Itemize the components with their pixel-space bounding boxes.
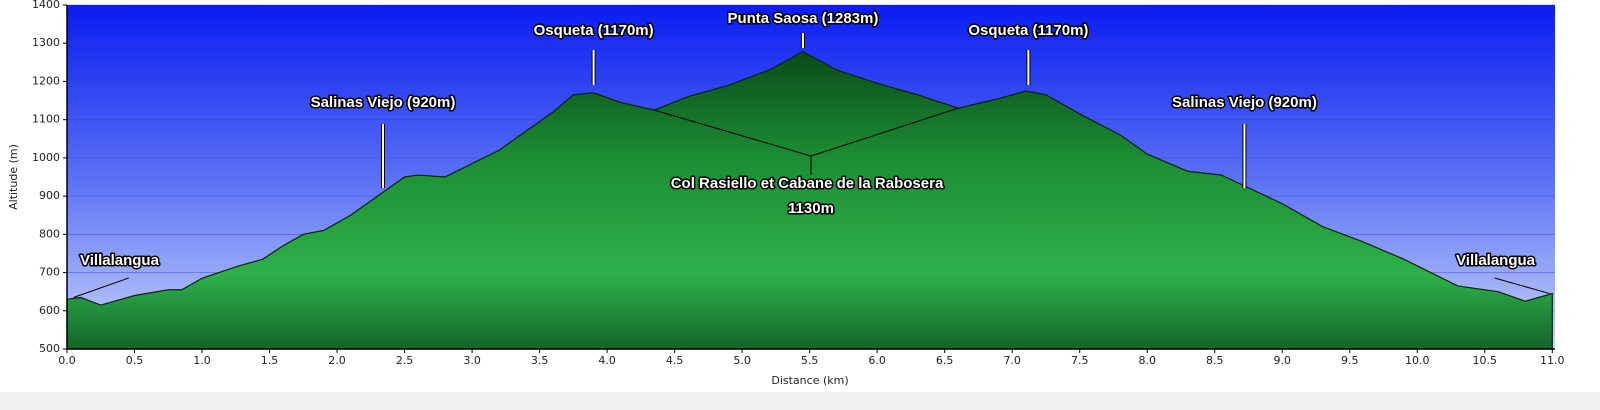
annotation: Col Rasiello et Cabane de la Rabosera bbox=[671, 175, 944, 192]
y-tick-label: 600 bbox=[39, 304, 60, 317]
y-tick-label: 1100 bbox=[32, 113, 60, 126]
x-tick-label: 4.5 bbox=[666, 354, 684, 367]
x-tick-label: 7.5 bbox=[1071, 354, 1089, 367]
x-tick-label: 3.5 bbox=[531, 354, 549, 367]
y-tick-label: 800 bbox=[39, 227, 60, 240]
x-tick-label: 8.0 bbox=[1138, 354, 1156, 367]
x-tick-label: 1.5 bbox=[261, 354, 279, 367]
x-tick-label: 10.5 bbox=[1473, 354, 1498, 367]
x-tick-label: 0.0 bbox=[58, 354, 76, 367]
annotation: Villalangua bbox=[80, 252, 160, 269]
x-tick-label: 7.0 bbox=[1003, 354, 1021, 367]
x-tick-label: 5.0 bbox=[733, 354, 751, 367]
annotation: Osqueta (1170m) bbox=[968, 22, 1088, 39]
annotation: Osqueta (1170m) bbox=[534, 22, 654, 39]
x-tick-label: 4.0 bbox=[598, 354, 616, 367]
x-tick-label: 2.0 bbox=[328, 354, 346, 367]
leader-line bbox=[654, 109, 812, 157]
annotation: Villalangua bbox=[1456, 252, 1536, 269]
y-tick-label: 1200 bbox=[32, 74, 60, 87]
x-axis-label: Distance (km) bbox=[771, 374, 848, 387]
x-tick-label: 6.5 bbox=[936, 354, 954, 367]
annotation: Salinas Viejo (920m) bbox=[1172, 94, 1317, 111]
x-tick-label: 2.5 bbox=[396, 354, 414, 367]
y-tick-label: 500 bbox=[39, 342, 60, 355]
x-tick-label: 10.0 bbox=[1405, 354, 1430, 367]
y-tick-label: 1000 bbox=[32, 151, 60, 164]
y-tick-label: 1300 bbox=[32, 36, 60, 49]
x-tick-label: 3.0 bbox=[463, 354, 481, 367]
x-tick-label: 11.0 bbox=[1540, 354, 1565, 367]
leader-line bbox=[810, 107, 959, 157]
x-tick-label: 9.0 bbox=[1273, 354, 1291, 367]
x-tick-label: 5.5 bbox=[801, 354, 819, 367]
x-tick-label: 9.5 bbox=[1341, 354, 1359, 367]
annotation: 1130m bbox=[788, 200, 834, 217]
x-tick-label: 0.5 bbox=[126, 354, 144, 367]
leader-line bbox=[73, 277, 129, 298]
y-tick-label: 700 bbox=[39, 266, 60, 279]
y-tick-label: 900 bbox=[39, 189, 60, 202]
x-tick-label: 6.0 bbox=[868, 354, 886, 367]
y-tick-label: 1400 bbox=[32, 0, 60, 11]
annotation: Salinas Viejo (920m) bbox=[311, 94, 456, 111]
leader-line bbox=[1494, 277, 1550, 295]
y-axis-label: Altitude (m) bbox=[7, 144, 20, 210]
annotation: Punta Saosa (1283m) bbox=[727, 10, 878, 27]
x-tick-label: 8.5 bbox=[1206, 354, 1224, 367]
elevation-area bbox=[66, 50, 1553, 350]
x-tick-label: 1.0 bbox=[193, 354, 211, 367]
